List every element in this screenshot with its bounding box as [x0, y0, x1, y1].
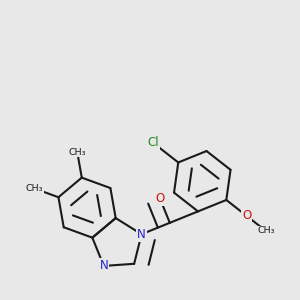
Text: CH₃: CH₃ [257, 226, 275, 236]
Text: N: N [99, 260, 108, 272]
Text: O: O [155, 192, 165, 205]
Text: O: O [242, 209, 251, 222]
Text: CH₃: CH₃ [25, 184, 43, 193]
Text: N: N [137, 228, 146, 241]
Text: Cl: Cl [147, 136, 159, 149]
Text: CH₃: CH₃ [68, 148, 86, 157]
